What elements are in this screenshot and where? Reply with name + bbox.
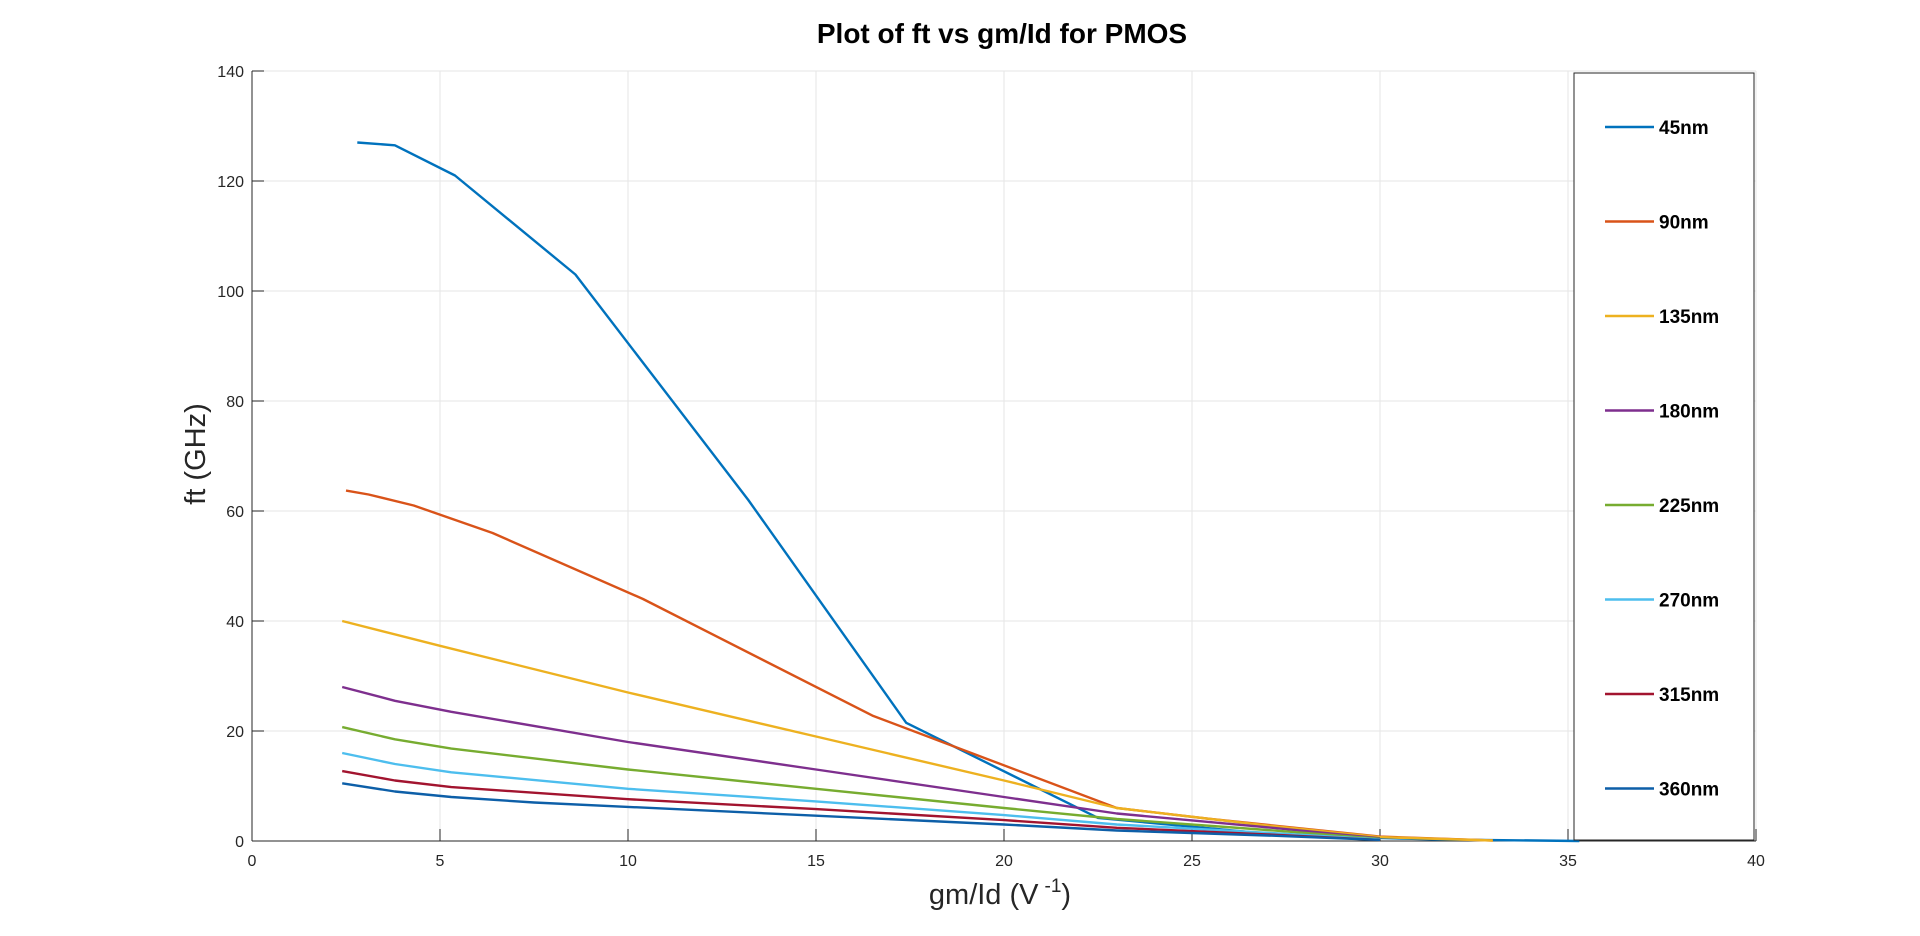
x-tick-label: 20: [995, 853, 1013, 870]
legend-label: 225nm: [1659, 496, 1719, 517]
series-line-45nm: [357, 141, 1580, 843]
legend: 45nm 90nm 135nm 180nm 225nm 270nm 315nm 360nm: [1573, 72, 1755, 841]
x-axis-label: gm/Id (V -1): [929, 876, 1071, 911]
legend-label: 360nm: [1659, 780, 1719, 801]
y-tick-label: 0: [235, 834, 244, 851]
x-tick-label: 10: [619, 853, 637, 870]
y-tick-label: 80: [226, 394, 244, 411]
series-line-360nm: [342, 782, 1381, 842]
x-tick-label: 35: [1559, 853, 1577, 870]
x-axis-label-end: ): [1061, 879, 1071, 911]
x-tick-label: 15: [807, 853, 825, 870]
x-tick-label: 5: [436, 853, 445, 870]
series-line-270nm: [341, 751, 1381, 841]
x-tick-label: 40: [1747, 853, 1765, 870]
x-tick-label: 30: [1371, 853, 1389, 870]
series-line-135nm: [341, 619, 1493, 842]
series-lines: [341, 141, 1580, 843]
y-tick-label: 140: [217, 64, 244, 81]
legend-label: 135nm: [1659, 307, 1719, 328]
x-axis-label-main: gm/Id (V: [929, 879, 1039, 911]
x-axis-label-superscript: -1: [1045, 876, 1062, 897]
y-tick-label: 100: [217, 284, 244, 301]
series-line-225nm: [341, 725, 1381, 840]
y-tick-label: 20: [226, 724, 244, 741]
y-tick-label: 40: [226, 614, 244, 631]
legend-label: 45nm: [1659, 118, 1709, 139]
axes: 0 5 10 15 20 25 30 35 40 0 20 40 60 80 100 120 140: [217, 64, 1765, 870]
chart-title: Plot of ft vs gm/Id for PMOS: [817, 18, 1187, 49]
legend-box: [1573, 72, 1755, 841]
x-tick-label: 25: [1183, 853, 1201, 870]
x-tick-label: 0: [248, 853, 257, 870]
legend-label: 315nm: [1659, 685, 1719, 706]
y-tick-label: 60: [226, 504, 244, 521]
legend-label: 90nm: [1659, 213, 1709, 234]
series-line-315nm: [341, 769, 1381, 842]
series-line-180nm: [341, 685, 1381, 840]
y-axis-label: ft (GHz): [180, 403, 212, 505]
y-tick-label: 120: [217, 174, 244, 191]
grid: [251, 70, 1757, 842]
legend-label: 180nm: [1659, 402, 1719, 423]
legend-label: 270nm: [1659, 591, 1719, 612]
